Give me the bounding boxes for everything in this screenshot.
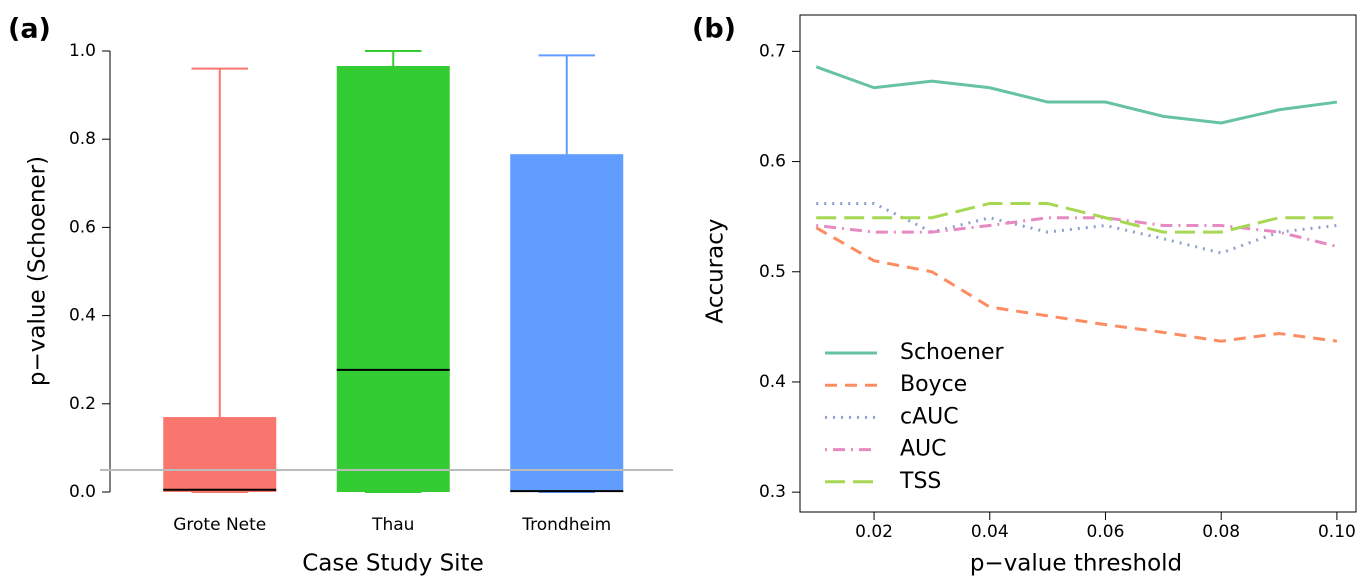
plot-frame <box>799 14 1357 513</box>
y-tick-label: 0.7 <box>759 41 786 61</box>
box <box>336 65 450 492</box>
line-series <box>815 65 1338 125</box>
y-tick-label: 0.0 <box>69 482 96 502</box>
x-axis-label: p−value threshold <box>970 551 1182 577</box>
x-tick-label: 0.08 <box>1202 522 1240 542</box>
legend-label: Schoener <box>900 340 1004 365</box>
y-tick-label: 1.0 <box>69 41 96 61</box>
x-tick-label: Trondheim <box>521 515 611 535</box>
y-axis-label: Accuracy <box>703 218 729 323</box>
legend-label: Boyce <box>900 372 967 397</box>
box <box>510 154 624 492</box>
box <box>163 417 277 492</box>
x-axis-label: Case Study Site <box>302 551 483 577</box>
panel-label: (b) <box>692 14 736 45</box>
y-tick-label: 0.8 <box>69 129 96 149</box>
legend-label: AUC <box>900 437 947 462</box>
x-tick-label: 0.02 <box>855 522 893 542</box>
legend-label: TSS <box>899 469 941 494</box>
x-tick-label: Thau <box>371 515 414 535</box>
panel-label: (a) <box>8 14 51 45</box>
line-series <box>815 226 1338 343</box>
line-series <box>816 216 1338 248</box>
y-axis-label: p−value (Schoener) <box>25 156 51 386</box>
x-tick-label: 0.04 <box>971 522 1009 542</box>
y-tick-label: 0.2 <box>69 394 96 414</box>
y-tick-label: 0.4 <box>69 306 96 326</box>
y-tick-label: 0.6 <box>69 217 96 237</box>
legend-label: cAUC <box>900 404 959 429</box>
x-tick-label: 0.10 <box>1318 522 1356 542</box>
y-tick-label: 0.4 <box>759 372 786 392</box>
x-tick-label: 0.06 <box>1087 522 1125 542</box>
line-series <box>816 201 1337 234</box>
y-tick-label: 0.5 <box>759 262 786 282</box>
line-series <box>816 201 1338 255</box>
x-tick-label: Grote Nete <box>173 515 266 535</box>
y-tick-label: 0.3 <box>759 482 786 502</box>
y-tick-label: 0.6 <box>759 152 786 172</box>
